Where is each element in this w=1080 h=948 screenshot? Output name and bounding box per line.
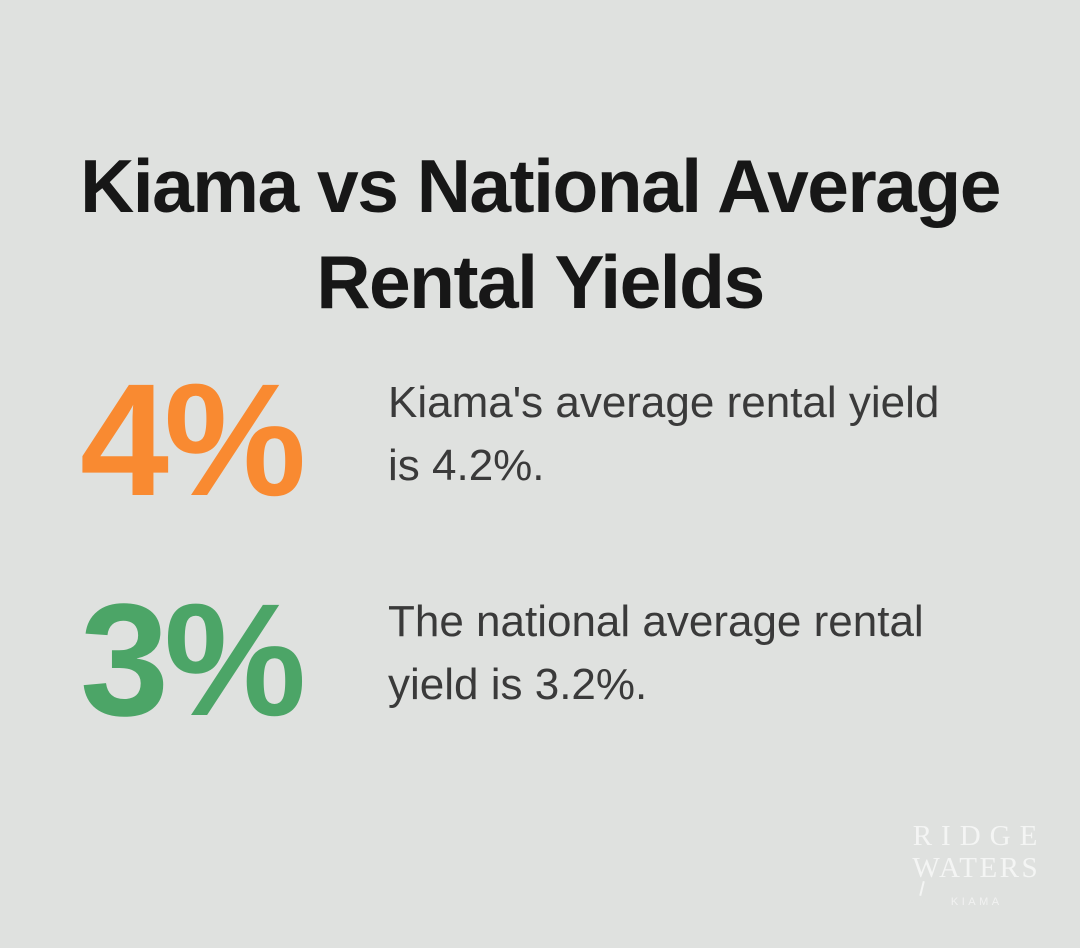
logo-wordmark-waters: WATERS: [912, 852, 1041, 884]
stat-description-national-line-2: yield is 3.2%.: [388, 660, 648, 709]
stat-description-national-line-1: The national average rental: [388, 597, 924, 646]
page-title-line-2: Rental Yields: [316, 240, 765, 325]
stat-description-kiama-line-2: is 4.2%.: [388, 441, 545, 490]
stat-value-kiama: 4%: [80, 350, 306, 529]
page-title: Kiama vs National Average Rental Yields: [0, 138, 1080, 330]
page-title-line-1: Kiama vs National Average: [80, 144, 1001, 229]
logo-subtext-kiama: KIAMA: [950, 896, 1003, 908]
stat-value-national: 3%: [80, 570, 306, 749]
stat-description-national: The national average rental yield is 3.2…: [388, 590, 1048, 716]
logo-wordmark-ridge: RIDGE: [912, 820, 1047, 852]
ridge-waters-logo: RIDGE WATERS KIAMA: [900, 822, 1050, 908]
stat-description-kiama: Kiama's average rental yield is 4.2%.: [388, 371, 1048, 497]
stat-description-kiama-line-1: Kiama's average rental yield: [388, 378, 940, 427]
